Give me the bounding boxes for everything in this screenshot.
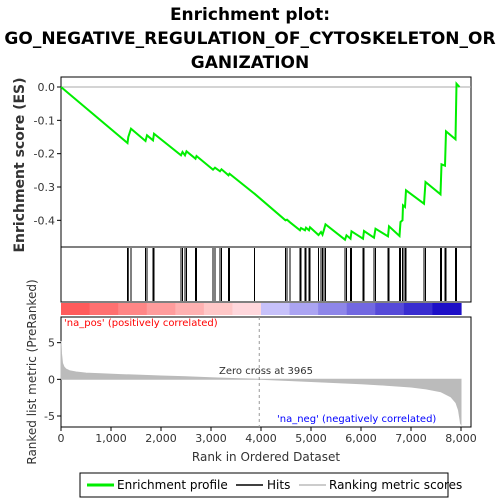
legend-metric-label: Ranking metric scores <box>329 478 462 492</box>
xtick-label: 8,000 <box>445 432 477 445</box>
metric-ytick-label: 5 <box>48 337 55 350</box>
xtick-label: 0 <box>58 432 65 445</box>
rank-bar-segment <box>346 303 376 315</box>
hits-layer <box>127 248 457 301</box>
rank-bar-segment <box>146 303 176 315</box>
rank-color-bar <box>61 303 462 315</box>
xtick-label: 6,000 <box>345 432 377 445</box>
rank-bar-segment <box>375 303 405 315</box>
rank-bar-segment <box>289 303 319 315</box>
axis-layer: 0.0-0.1-0.2-0.3-0.450-50 1,000 2,000 3,000 4… <box>34 81 477 445</box>
pos-correlated-label: 'na_pos' (positively correlated) <box>64 318 218 329</box>
xtick-label: 2,000 <box>145 432 177 445</box>
rank-bar-segment <box>175 303 205 315</box>
rank-bar-segment <box>261 303 291 315</box>
x-axis-label: Rank in Ordered Dataset <box>192 450 340 464</box>
rank-bar-segment <box>318 303 348 315</box>
xtick-label: 4,000 <box>245 432 277 445</box>
rank-bar-segment <box>118 303 148 315</box>
xtick-label: 5,000 <box>295 432 327 445</box>
chart-title-line-1: Enrichment plot: <box>169 5 331 25</box>
neg-correlated-label: 'na_neg' (negatively correlated) <box>277 414 436 425</box>
es-ytick-label: -0.1 <box>34 114 55 127</box>
metric-ytick-label: 0 <box>48 373 55 386</box>
chart-title-line-3: GANIZATION <box>190 53 310 73</box>
metric-layer <box>60 317 462 427</box>
es-ytick-label: 0.0 <box>38 81 56 94</box>
rank-bar-segment <box>432 303 462 315</box>
es-ytick-label: -0.4 <box>34 214 55 227</box>
rank-bar-segment <box>203 303 234 315</box>
metric-ytick-label: -5 <box>44 410 55 423</box>
es-ytick-label: -0.3 <box>34 181 55 194</box>
legend-box <box>79 472 449 498</box>
rank-bar-segment <box>232 303 262 315</box>
legend-enrichment-label: Enrichment profile <box>117 478 228 492</box>
metric-axis-label: Ranked list metric (PreRanked) <box>25 279 39 464</box>
rank-bar-segment <box>61 303 91 315</box>
es-panel-frame <box>60 76 472 248</box>
es-ytick-label: -0.2 <box>34 148 55 161</box>
es-layer <box>60 81 471 242</box>
es-axis-label: Enrichment score (ES) <box>12 77 28 252</box>
legend-hits-label: Hits <box>267 478 290 492</box>
xtick-label: 1,000 <box>95 432 127 445</box>
chart-title-line-2: GO_NEGATIVE_REGULATION_OF_CYTOSKELETON_O… <box>4 29 496 49</box>
rank-bar-segment <box>89 303 119 315</box>
hits-panel-frame <box>60 246 472 303</box>
xtick-label: 3,000 <box>195 432 227 445</box>
xtick-label: 7,000 <box>395 432 427 445</box>
enrichment-profile-line <box>60 81 461 242</box>
rank-bar-segment <box>403 303 434 315</box>
ranking-metric-area <box>60 341 462 426</box>
zero-cross-label: Zero cross at 3965 <box>219 366 313 377</box>
